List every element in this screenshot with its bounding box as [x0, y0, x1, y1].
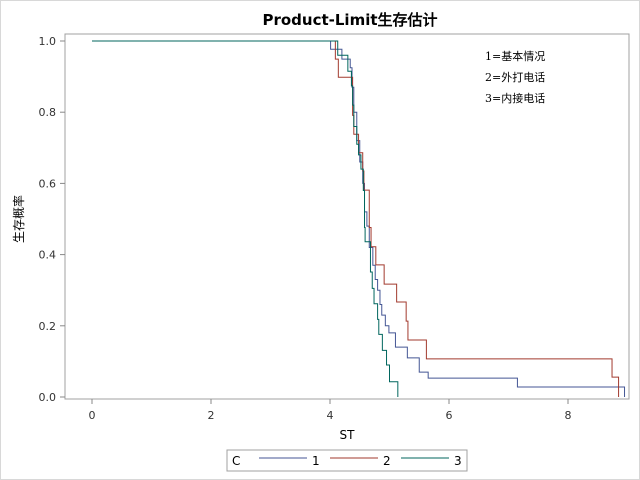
- x-tick-label: 8: [565, 409, 572, 422]
- x-tick-label: 6: [446, 409, 453, 422]
- legend-label-3: 3: [454, 454, 462, 468]
- legend-label-2: 2: [383, 454, 391, 468]
- x-axis-label: ST: [340, 428, 356, 442]
- survival-curve-1: [92, 40, 626, 397]
- plot-frame: [64, 33, 630, 400]
- annotation-1: 1=基本情况: [485, 49, 545, 63]
- y-tick-label: 0.8: [39, 106, 57, 119]
- legend-title: C: [232, 454, 240, 468]
- x-tick-label: 0: [89, 409, 96, 422]
- legend: C 1 2 3: [226, 449, 468, 472]
- annotation-3: 3=内接电话: [485, 91, 545, 105]
- legend-label-1: 1: [312, 454, 320, 468]
- y-tick-label: 1.0: [39, 35, 57, 48]
- x-tick-label: 4: [327, 409, 334, 422]
- y-tick-label: 0.6: [39, 177, 57, 190]
- legend-box: [226, 449, 468, 472]
- x-tick-label: 2: [208, 409, 215, 422]
- annotation-2: 2=外打电话: [485, 70, 545, 84]
- survival-curve-3: [92, 40, 399, 397]
- y-tick-label: 0.0: [39, 391, 57, 404]
- y-axis-label: 生存概率: [11, 195, 26, 243]
- chart-title: Product-Limit生存估计: [262, 11, 437, 29]
- y-tick-label: 0.2: [39, 320, 57, 333]
- y-tick-label: 0.4: [39, 249, 57, 262]
